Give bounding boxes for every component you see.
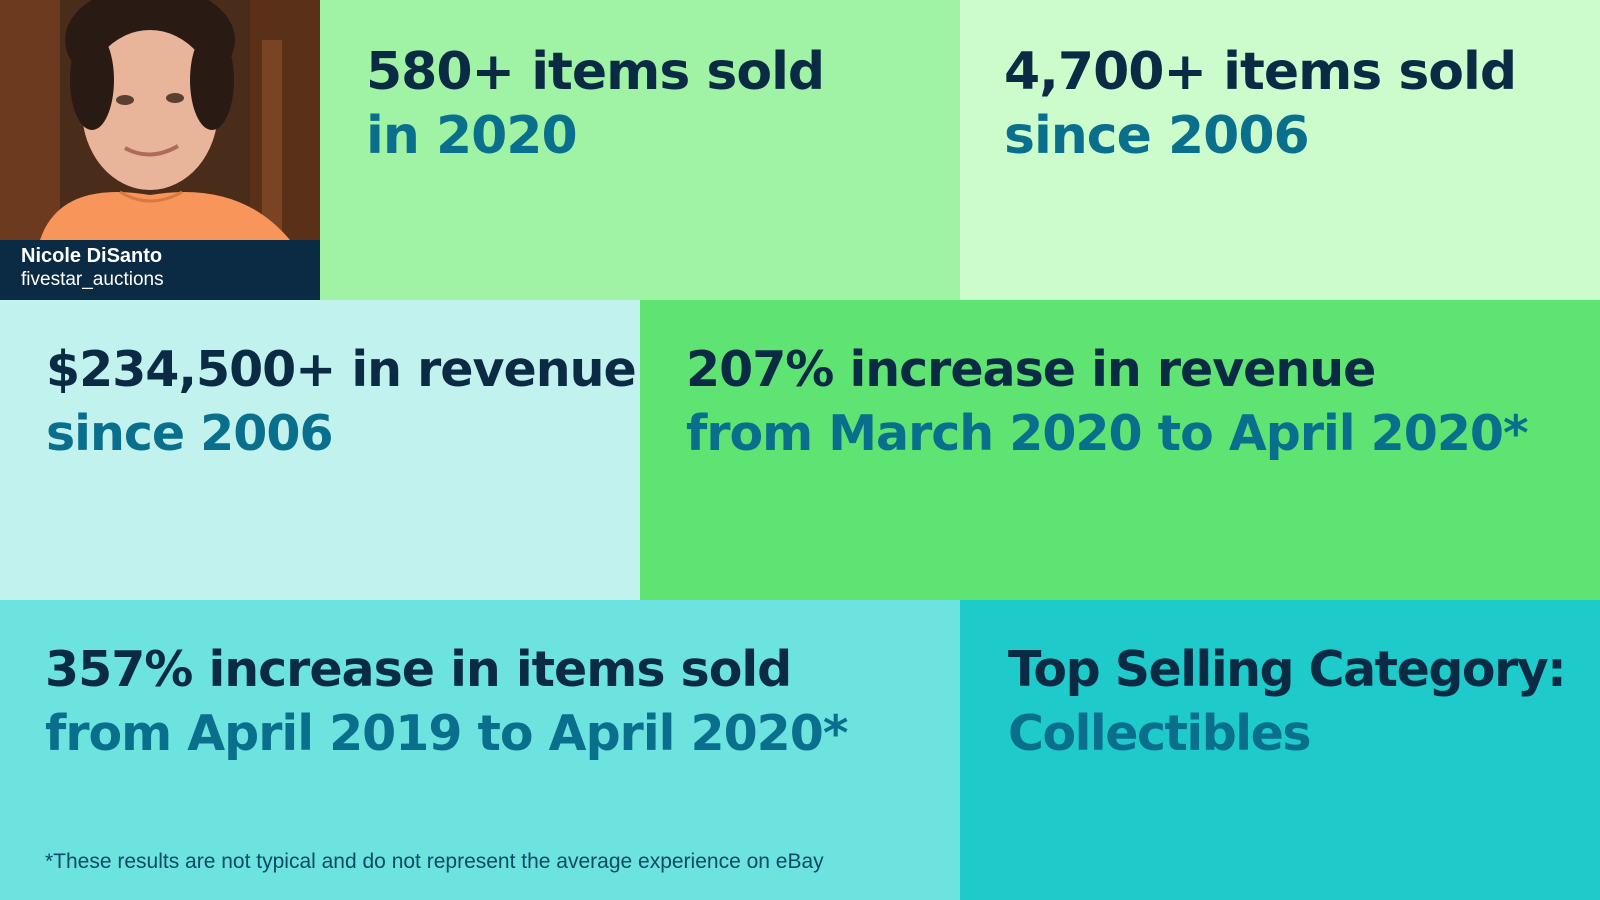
disclaimer-footnote: *These results are not typical and do no… xyxy=(45,850,824,873)
stat-headline: 207% increase in revenue xyxy=(686,341,1376,398)
seller-name: Nicole DiSanto xyxy=(21,245,163,267)
stat-tile-revenue: $234,500+ in revenue since 2006 xyxy=(0,300,640,600)
stat-tile-items-2020: 580+ items sold in 2020 xyxy=(320,0,960,300)
stat-detail: since 2006 xyxy=(46,405,334,462)
stat-headline: 580+ items sold xyxy=(366,42,825,102)
seller-portrait-image xyxy=(0,0,320,240)
stat-headline: 4,700+ items sold xyxy=(1004,42,1517,102)
stat-headline: 357% increase in items sold xyxy=(45,641,792,698)
stat-headline: $234,500+ in revenue xyxy=(46,341,637,398)
seller-caption: Nicole DiSanto fivestar_auctions xyxy=(0,240,320,300)
stat-detail: Collectibles xyxy=(1008,705,1311,762)
stat-detail: since 2006 xyxy=(1004,106,1310,166)
stat-headline: Top Selling Category: xyxy=(1008,641,1567,698)
stat-detail: in 2020 xyxy=(366,106,578,166)
stat-detail: from March 2020 to April 2020* xyxy=(686,405,1529,462)
stat-tile-items-since-2006: 4,700+ items sold since 2006 xyxy=(960,0,1600,300)
stat-tile-top-category: Top Selling Category: Collectibles xyxy=(960,600,1600,900)
seller-handle: fivestar_auctions xyxy=(21,269,164,290)
stat-detail: from April 2019 to April 2020* xyxy=(45,705,848,762)
seller-photo-card: Nicole DiSanto fivestar_auctions xyxy=(0,0,320,300)
stat-tile-revenue-increase: 207% increase in revenue from March 2020… xyxy=(640,300,1600,600)
stat-tile-items-increase: 357% increase in items sold from April 2… xyxy=(0,600,960,900)
